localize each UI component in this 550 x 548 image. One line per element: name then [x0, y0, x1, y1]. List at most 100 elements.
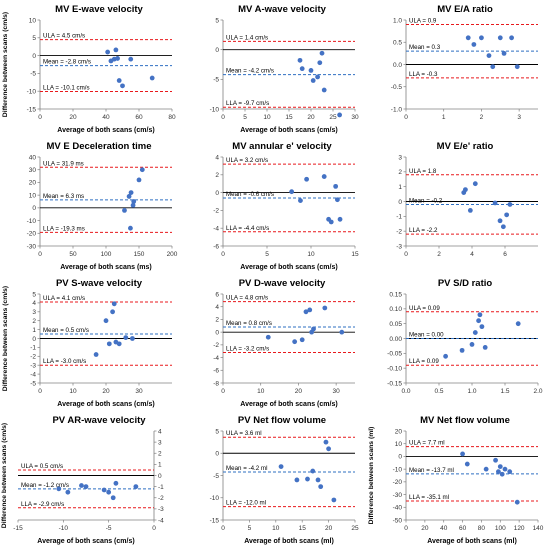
data-point	[126, 194, 132, 199]
lla-label: LLA = -35.1 ml	[409, 494, 449, 501]
x-axis-label: Average of both scans (ms)	[60, 264, 152, 271]
data-point	[128, 225, 133, 231]
data-point	[79, 483, 84, 488]
lla-label: LLA = -3.2 cm/s	[226, 345, 269, 352]
data-point	[477, 312, 483, 318]
data-point	[133, 484, 139, 490]
y-tick-label: 10	[29, 17, 37, 24]
y-tick-label: 3	[398, 154, 402, 161]
y-tick-label: -0.10	[387, 365, 402, 372]
x-tick-label: 5	[248, 525, 252, 532]
data-point	[514, 64, 520, 70]
data-point	[328, 219, 334, 225]
x-tick-label: -15	[13, 525, 23, 532]
data-point	[123, 335, 129, 341]
mean-label: Mean = -1.2 cm/s	[21, 482, 69, 489]
y-tick-label: -40	[393, 505, 403, 512]
data-point	[305, 476, 310, 482]
lla-label: LLA = -9.7 cm/s	[226, 100, 269, 107]
lla-label: LLA = 0.09	[409, 358, 439, 365]
y-tick-label: -2	[213, 208, 219, 215]
ula-label: ULA = 7.7 ml	[409, 440, 445, 447]
data-point	[310, 78, 316, 83]
x-axis-label: Average of both scans (cm/s)	[240, 264, 337, 271]
x-axis-label: Average of both scans (cm/s)	[37, 538, 134, 545]
data-point	[515, 321, 521, 327]
y-tick-label: 0	[215, 329, 219, 336]
ula-label: ULA = 31.9 ms	[43, 160, 84, 167]
data-point	[318, 484, 324, 490]
mean-label: Mean = -4.2 ml	[226, 465, 267, 472]
ula-label: ULA = 1.4 cm/s	[226, 34, 268, 41]
data-point	[106, 341, 112, 347]
data-point	[297, 57, 303, 63]
x-tick-label: 60	[135, 114, 143, 121]
y-tick-label: 1.0	[393, 17, 402, 24]
y-tick-label: -3	[158, 506, 164, 513]
x-axis-label: Average of both scans (cm/s)	[240, 401, 337, 408]
chart-title: PV D-wave velocity	[239, 278, 326, 289]
data-point	[460, 451, 465, 457]
data-point	[115, 56, 120, 61]
data-point	[265, 334, 271, 340]
panel-10: PV Net flow volume 0 5 10 15 20 25 -15 -10 -5 0 5 UL…	[210, 415, 359, 545]
data-point	[486, 53, 492, 58]
y-tick-label: -2	[396, 228, 402, 235]
data-point	[292, 339, 298, 345]
y-tick-label: -8	[213, 380, 219, 387]
data-point	[331, 497, 337, 503]
data-point	[278, 464, 284, 469]
x-axis-label: Average of both scans (ml)	[244, 538, 334, 545]
y-tick-label: 20	[29, 180, 37, 187]
y-axis-label: Difference between scans (cm/s)	[2, 286, 9, 391]
y-tick-label: 2	[215, 172, 219, 179]
y-tick-label: -4	[30, 371, 36, 378]
data-point	[116, 341, 122, 347]
x-tick-label: 0	[38, 114, 42, 121]
panel-4: MV annular e' velocity 0 5 10 15 -6 -4 -2 0 2 4 ULA…	[213, 141, 359, 271]
y-tick-label: -30	[27, 243, 37, 250]
y-tick-label: 0.00	[389, 336, 402, 343]
data-point	[492, 200, 498, 206]
lla-label: LLA = -3.0 cm/s	[43, 358, 86, 365]
data-point	[467, 208, 473, 213]
x-tick-label: 0	[221, 251, 225, 258]
x-axis-label: Average of both scans (cm/s)	[240, 127, 337, 134]
data-point	[504, 212, 510, 218]
x-tick-label: 20	[102, 388, 110, 395]
y-tick-label: 4	[215, 154, 219, 161]
y-tick-label: -10	[393, 466, 403, 473]
ula-label: ULA = 0.09	[409, 305, 440, 312]
data-point	[472, 181, 478, 187]
data-point	[128, 56, 134, 62]
y-tick-label: -6	[213, 243, 219, 250]
x-tick-label: -5	[106, 525, 112, 532]
data-point	[122, 208, 127, 213]
x-tick-label: 6	[503, 251, 507, 258]
x-tick-label: 100	[495, 525, 506, 532]
data-point	[311, 326, 316, 332]
data-point	[307, 307, 313, 313]
y-tick-label: 2	[215, 317, 219, 324]
data-point	[482, 345, 488, 350]
ula-label: ULA = 4.8 cm/s	[226, 295, 268, 302]
y-tick-label: 0	[398, 199, 402, 206]
mean-label: Mean = 0.5 cm/s	[43, 327, 89, 334]
y-tick-label: -10	[210, 495, 220, 502]
data-point	[111, 301, 117, 307]
mean-label: Mean = 0.8 cm/s	[226, 320, 272, 327]
x-tick-label: 20	[325, 525, 333, 532]
y-tick-label: 3	[158, 439, 162, 446]
x-tick-label: 10	[257, 388, 265, 395]
y-tick-label: -4	[213, 355, 219, 362]
x-tick-label: 2	[480, 114, 484, 121]
chart-title: MV annular e' velocity	[232, 141, 332, 152]
data-point	[136, 177, 142, 183]
y-tick-label: -2	[213, 342, 219, 349]
y-tick-label: 40	[29, 154, 37, 161]
x-tick-label: 1.0	[467, 388, 476, 395]
lla-label: LLA = -4.4 cm/s	[226, 225, 269, 232]
panel-0: MV E-wave velocity 0 20 40 60 80 -15 -10 -5 0 5 10 U…	[2, 4, 176, 134]
chart-title: PV S-wave velocity	[56, 278, 143, 289]
